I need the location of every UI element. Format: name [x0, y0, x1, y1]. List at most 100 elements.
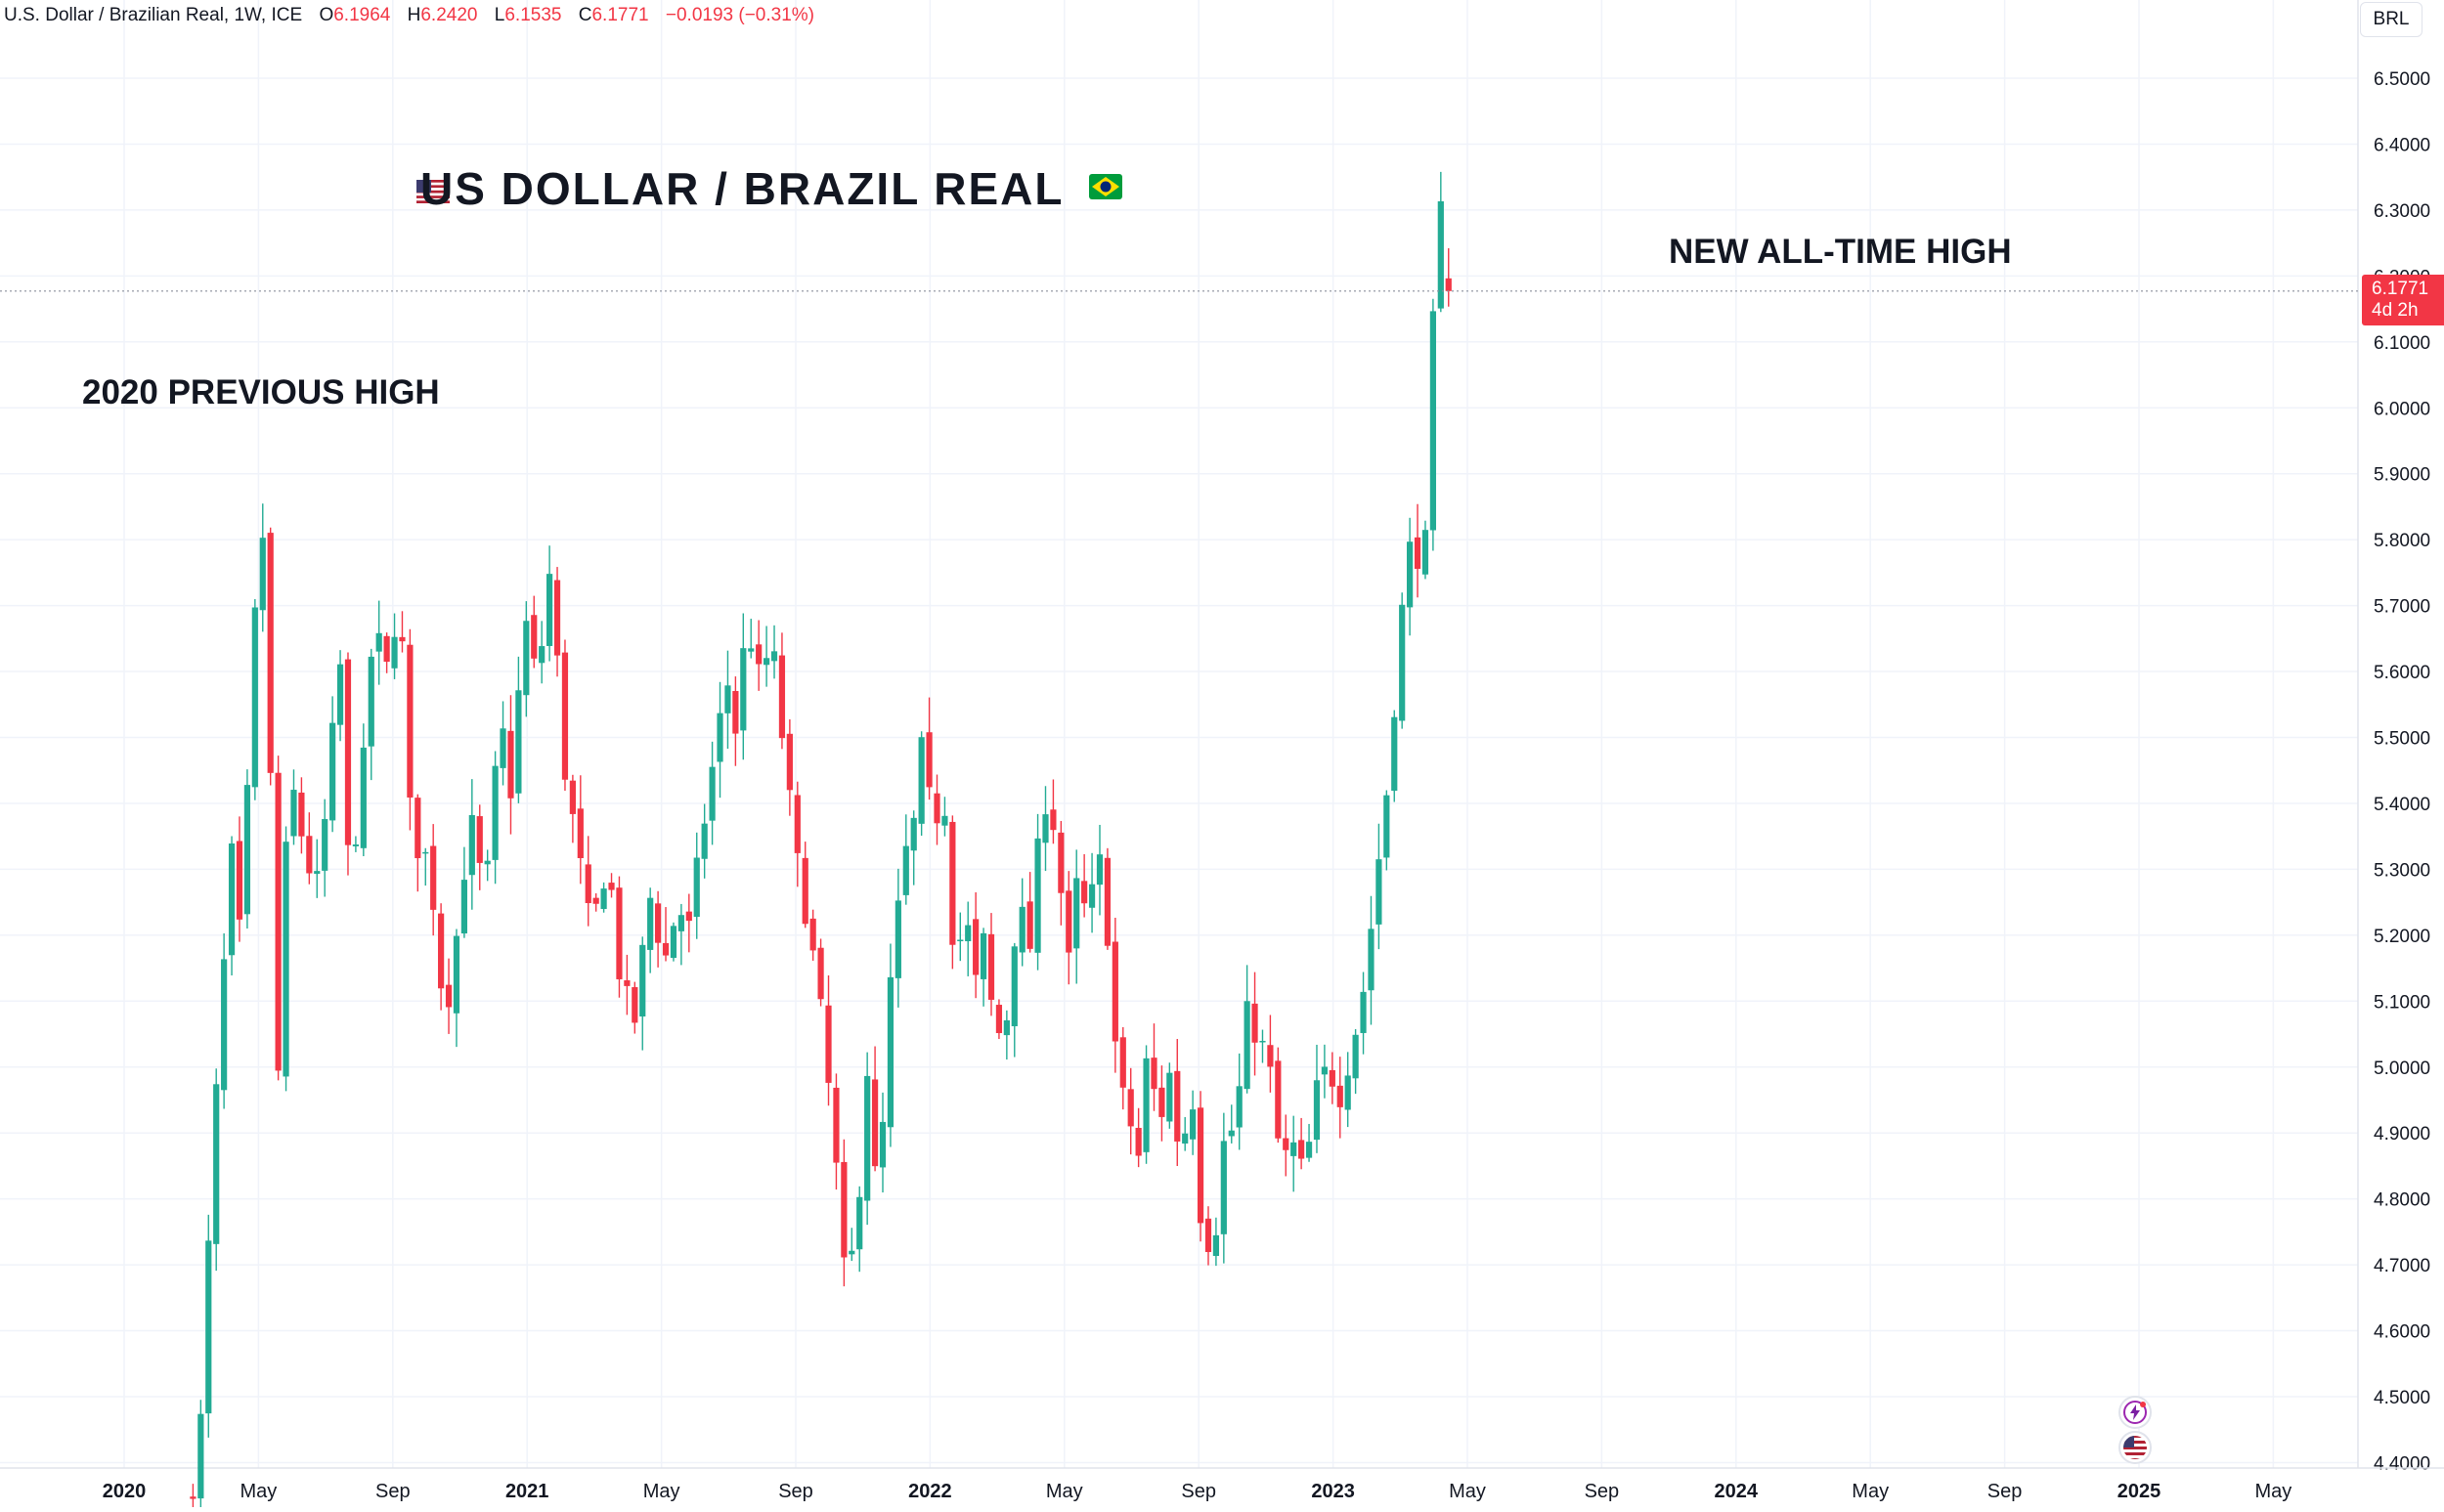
candle-body[interactable]	[1190, 1109, 1197, 1140]
us-event-icon[interactable]	[2118, 1431, 2152, 1464]
candle-body[interactable]	[895, 900, 901, 978]
candle-body[interactable]	[1174, 1070, 1181, 1142]
candle-body[interactable]	[197, 1413, 204, 1499]
candle-body[interactable]	[1003, 1019, 1010, 1036]
candle-body[interactable]	[809, 918, 816, 951]
candle-body[interactable]	[693, 857, 700, 918]
candle-body[interactable]	[267, 533, 274, 773]
candle-body[interactable]	[1228, 1130, 1235, 1137]
candle-body[interactable]	[1414, 537, 1421, 569]
candle-body[interactable]	[1104, 857, 1112, 946]
candle-body[interactable]	[561, 652, 569, 780]
candle-body[interactable]	[1019, 906, 1026, 953]
candle-body[interactable]	[879, 1121, 887, 1168]
candle-body[interactable]	[236, 841, 243, 920]
candle-body[interactable]	[391, 636, 398, 669]
candle-body[interactable]	[1050, 809, 1057, 831]
candle-body[interactable]	[841, 1161, 848, 1258]
lightning-icon[interactable]	[2118, 1396, 2152, 1429]
candle-body[interactable]	[438, 913, 445, 989]
candle-body[interactable]	[1212, 1234, 1220, 1257]
candle-body[interactable]	[1368, 929, 1375, 991]
candle-body[interactable]	[476, 816, 483, 863]
candle-body[interactable]	[190, 1496, 196, 1499]
candle-body[interactable]	[1375, 859, 1382, 925]
candle-body[interactable]	[322, 819, 328, 871]
candle-body[interactable]	[709, 766, 716, 821]
candle-body[interactable]	[1011, 946, 1018, 1026]
candle-body[interactable]	[1197, 1107, 1204, 1224]
candle-body[interactable]	[902, 845, 909, 895]
candle-body[interactable]	[770, 651, 778, 662]
candle-body[interactable]	[422, 851, 429, 854]
candle-body[interactable]	[275, 772, 282, 1071]
candle-body[interactable]	[399, 636, 406, 642]
candle-body[interactable]	[1275, 1060, 1282, 1139]
candle-body[interactable]	[539, 646, 546, 664]
candle-body[interactable]	[515, 690, 522, 794]
candle-body[interactable]	[251, 607, 258, 788]
candle-body[interactable]	[375, 632, 382, 652]
candle-body[interactable]	[794, 795, 801, 853]
candle-body[interactable]	[685, 911, 692, 922]
candle-body[interactable]	[1220, 1141, 1227, 1234]
candle-body[interactable]	[647, 897, 654, 950]
candle-body[interactable]	[1073, 878, 1080, 949]
candle-body[interactable]	[616, 887, 623, 979]
candle-body[interactable]	[662, 942, 670, 956]
candle-body[interactable]	[1259, 1040, 1266, 1043]
candle-body[interactable]	[825, 1005, 832, 1083]
candle-body[interactable]	[632, 987, 638, 1023]
candle-body[interactable]	[1088, 884, 1096, 908]
candle-body[interactable]	[546, 574, 553, 646]
candle-body[interactable]	[1305, 1142, 1313, 1158]
candle-body[interactable]	[740, 648, 747, 731]
candle-body[interactable]	[1383, 795, 1390, 858]
candle-body[interactable]	[1112, 941, 1118, 1042]
candle-body[interactable]	[1321, 1066, 1329, 1075]
candle-body[interactable]	[415, 798, 421, 859]
candle-body[interactable]	[352, 844, 360, 846]
candle-body[interactable]	[934, 793, 940, 824]
candle-body[interactable]	[802, 857, 808, 925]
candle-body[interactable]	[849, 1250, 855, 1255]
candle-body[interactable]	[407, 644, 414, 798]
candle-body[interactable]	[592, 897, 599, 904]
candle-body[interactable]	[1344, 1075, 1351, 1110]
candle-body[interactable]	[1352, 1034, 1359, 1079]
candle-body[interactable]	[1182, 1133, 1189, 1145]
candle-body[interactable]	[1236, 1086, 1243, 1128]
candle-body[interactable]	[1313, 1080, 1321, 1141]
candle-body[interactable]	[624, 980, 631, 986]
candle-body[interactable]	[1251, 1003, 1258, 1043]
candle-body[interactable]	[430, 845, 437, 910]
candle-body[interactable]	[1399, 604, 1406, 721]
candle-body[interactable]	[973, 919, 980, 975]
candle-body[interactable]	[492, 765, 499, 860]
candle-body[interactable]	[585, 864, 591, 904]
candle-body[interactable]	[1166, 1072, 1173, 1122]
candle-body[interactable]	[639, 944, 646, 1017]
candle-body[interactable]	[763, 658, 770, 666]
candle-body[interactable]	[243, 785, 251, 915]
candle-body[interactable]	[1329, 1069, 1335, 1087]
candle-body[interactable]	[1429, 311, 1436, 531]
candle-body[interactable]	[965, 925, 972, 942]
candle-body[interactable]	[918, 737, 925, 824]
candle-body[interactable]	[756, 644, 763, 665]
candle-body[interactable]	[1034, 838, 1041, 953]
candle-body[interactable]	[1336, 1085, 1343, 1107]
candle-body[interactable]	[654, 903, 662, 943]
candle-body[interactable]	[1244, 1001, 1250, 1090]
candle-body[interactable]	[608, 883, 615, 890]
candle-body[interactable]	[445, 984, 453, 1008]
candle-body[interactable]	[1360, 991, 1367, 1033]
candle-body[interactable]	[949, 821, 956, 945]
candle-body[interactable]	[701, 823, 708, 859]
candle-body[interactable]	[926, 732, 933, 788]
candle-body[interactable]	[987, 933, 995, 1000]
candle-body[interactable]	[1096, 854, 1104, 886]
candle-body[interactable]	[283, 842, 289, 1077]
candle-body[interactable]	[856, 1196, 863, 1250]
